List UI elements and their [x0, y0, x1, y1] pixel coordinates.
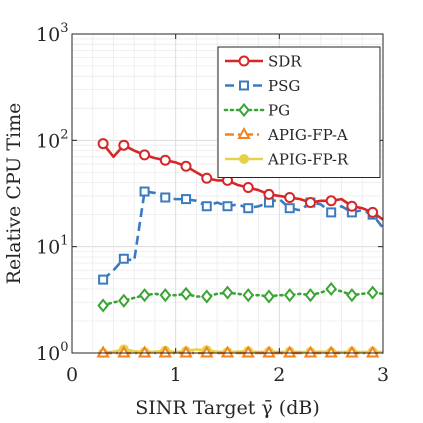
data-point: [283, 345, 297, 358]
data-point: [139, 186, 150, 197]
legend-marker: [237, 126, 251, 139]
data-point: [242, 182, 254, 194]
data-point: [365, 345, 380, 358]
data-point: [222, 201, 233, 212]
data-point: [345, 345, 359, 358]
x-tick-label: 0: [66, 364, 78, 386]
data-point: [137, 345, 152, 358]
y-tick-label: 101: [36, 234, 68, 259]
data-point: [262, 345, 276, 358]
legend: SDR PSG PG APIG-FP-A APIG-FP-R: [217, 46, 381, 178]
data-point: [241, 345, 255, 358]
data-point: [325, 195, 337, 207]
legend-entry: PSG: [225, 77, 300, 95]
data-point: [283, 288, 296, 303]
data-point: [284, 203, 295, 214]
data-point: [158, 345, 172, 358]
data-point: [118, 253, 129, 264]
legend-entry: SDR: [225, 53, 302, 71]
data-point: [366, 285, 379, 300]
data-point: [200, 289, 213, 304]
x-axis-label: SINR Target γ̄ (dB): [135, 397, 320, 419]
legend-marker: [239, 80, 249, 91]
data-point: [96, 345, 110, 358]
data-point: [118, 293, 130, 308]
data-point: [159, 288, 172, 303]
data-point: [200, 345, 214, 358]
series-sdr: [97, 138, 384, 221]
data-point: [201, 201, 212, 212]
legend-entry: PG: [223, 102, 290, 120]
data-point: [263, 289, 275, 304]
legend-marker: [239, 154, 249, 164]
data-point: [118, 139, 130, 151]
data-point: [97, 298, 109, 313]
legend-label: APIG-FP-A: [267, 126, 348, 144]
data-point: [367, 206, 379, 218]
legend-entry: APIG-FP-A: [225, 126, 348, 144]
legend-entry: APIG-FP-R: [225, 151, 349, 169]
data-point: [324, 345, 338, 358]
x-tick-label: 3: [377, 364, 389, 386]
data-point: [284, 191, 296, 203]
data-point: [181, 194, 192, 205]
data-point: [346, 288, 358, 303]
x-tick-label: 2: [273, 364, 285, 386]
legend-marker: [238, 55, 250, 67]
axes: 0 1 2 3 100 101 102 103: [36, 21, 389, 386]
data-point: [139, 149, 151, 161]
data-point: [160, 192, 171, 203]
data-point: [117, 345, 131, 358]
data-point: [180, 286, 192, 301]
y-tick-label: 100: [36, 340, 68, 365]
data-point: [180, 160, 192, 172]
data-point: [179, 345, 193, 358]
data-point: [220, 345, 235, 358]
x-tick-label: 1: [170, 364, 182, 386]
data-point: [303, 345, 318, 358]
legend-label: SDR: [268, 53, 302, 71]
data-point: [326, 207, 337, 218]
y-axis-label: Relative CPU Time: [3, 103, 25, 285]
y-tick-label: 102: [36, 127, 68, 152]
data-point: [201, 172, 213, 184]
legend-label: PSG: [268, 77, 300, 95]
data-point: [346, 200, 358, 212]
data-point: [242, 288, 255, 303]
data-point: [98, 274, 109, 285]
series-pg: [97, 281, 385, 313]
data-point: [325, 281, 337, 297]
series-line: [102, 190, 385, 281]
data-point: [304, 288, 317, 303]
y-tick-label: 103: [36, 21, 68, 46]
data-point: [221, 285, 234, 300]
data-point: [159, 154, 171, 166]
data-point: [243, 203, 254, 214]
legend-marker: [238, 102, 250, 118]
data-point: [97, 138, 109, 150]
legend-label: APIG-FP-R: [267, 151, 349, 169]
data-point: [138, 288, 151, 303]
legend-label: PG: [268, 102, 290, 120]
data-point: [263, 188, 275, 200]
axes-box: [71, 33, 384, 354]
data-point: [304, 197, 316, 209]
